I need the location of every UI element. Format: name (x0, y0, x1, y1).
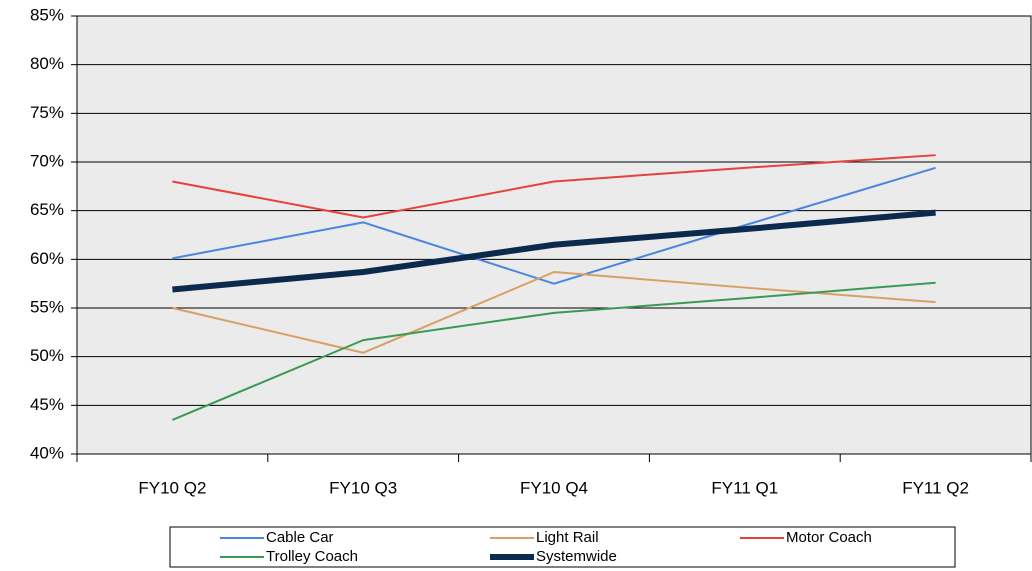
plot-area (76, 15, 1032, 455)
series-line (172, 166, 936, 285)
x-tick-label: FY11 Q1 (711, 478, 778, 497)
legend: Cable Car Light Rail Motor Coach Trolley Co… (220, 529, 872, 565)
x-tick-label: FY10 Q2 (138, 478, 206, 497)
y-tick-label: 60% (30, 249, 64, 268)
legend-label: Trolley Coach (266, 548, 358, 565)
x-tick-label: FY11 Q2 (902, 478, 969, 497)
series-line (172, 281, 936, 421)
legend-label: Motor Coach (786, 529, 872, 546)
legend-label: Cable Car (266, 529, 334, 546)
y-tick-label: 70% (30, 151, 64, 170)
legend-box (169, 526, 956, 568)
legend-label: Systemwide (536, 548, 617, 565)
y-tick-label: 45% (30, 395, 64, 414)
series-line (172, 154, 936, 219)
y-tick-label: 80% (30, 54, 64, 73)
y-tick-label: 85% (30, 5, 64, 24)
y-tick-label: 50% (30, 346, 64, 365)
x-tick-label: FY10 Q3 (329, 478, 397, 497)
y-tick-label: 65% (30, 200, 64, 219)
x-tick-label: FY10 Q4 (520, 478, 588, 497)
legend-label: Light Rail (536, 529, 599, 546)
series-line (172, 209, 936, 293)
y-tick-label: 55% (30, 297, 64, 316)
y-tick-label: 75% (30, 103, 64, 122)
y-tick-label: 40% (30, 443, 64, 462)
